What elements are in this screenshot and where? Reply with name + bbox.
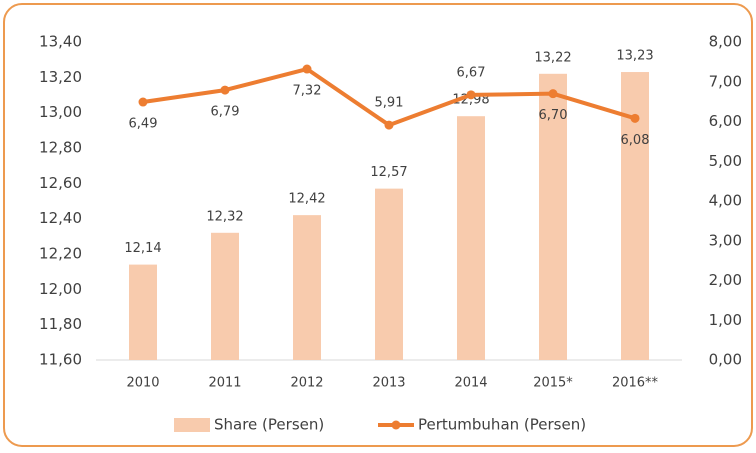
y2-tick-label: 6,00	[709, 112, 742, 130]
x-tick-label: 2012	[290, 376, 323, 391]
y-tick-label: 13,40	[39, 33, 82, 51]
legend-label: Share (Persen)	[214, 416, 324, 434]
data-label: 6,49	[129, 117, 158, 132]
bar	[129, 264, 157, 360]
x-tick-label: 2016**	[612, 376, 659, 391]
y2-tick-label: 0,00	[709, 351, 742, 369]
data-label: 5,91	[375, 96, 404, 111]
y2-tick-label: 4,00	[709, 192, 742, 210]
y2-tick-label: 8,00	[709, 33, 742, 51]
x-tick-label: 2010	[126, 376, 159, 391]
line-marker	[138, 97, 148, 107]
y-tick-label: 12,40	[39, 209, 82, 227]
y2-tick-label: 7,00	[709, 72, 742, 90]
data-label: 6,08	[621, 133, 650, 148]
y-tick-label: 12,00	[39, 280, 82, 298]
bar	[293, 215, 321, 360]
x-tick-label: 2015*	[533, 376, 573, 391]
bar	[375, 188, 403, 360]
y2-tick-label: 1,00	[709, 311, 742, 329]
data-label: 12,42	[288, 192, 325, 207]
bar	[457, 116, 485, 360]
line-marker	[384, 120, 394, 130]
line-marker	[220, 85, 230, 95]
bar	[539, 73, 567, 361]
x-tick-label: 2013	[372, 376, 405, 391]
legend-label: Pertumbuhan (Persen)	[418, 416, 586, 434]
line-marker	[466, 90, 476, 100]
legend-swatch	[174, 418, 210, 432]
data-label: 7,32	[293, 84, 322, 99]
y-tick-label: 11,60	[39, 351, 82, 369]
legend-marker	[391, 420, 401, 430]
data-label: 6,67	[457, 65, 486, 80]
line-marker	[302, 64, 312, 74]
y-tick-label: 11,80	[39, 315, 82, 333]
y2-tick-label: 3,00	[709, 231, 742, 249]
data-label: 12,14	[124, 241, 161, 256]
line-marker	[548, 89, 558, 99]
data-label: 6,70	[539, 108, 568, 123]
data-label: 6,79	[211, 105, 240, 120]
line-marker	[630, 113, 640, 123]
data-label: 13,23	[616, 49, 653, 64]
x-tick-label: 2011	[208, 376, 241, 391]
y-tick-label: 12,80	[39, 139, 82, 157]
bar	[211, 232, 239, 360]
y-tick-label: 13,20	[39, 68, 82, 86]
y2-tick-label: 2,00	[709, 271, 742, 289]
y-tick-label: 12,20	[39, 245, 82, 263]
data-label: 12,32	[206, 209, 243, 224]
data-label: 12,57	[370, 165, 407, 180]
data-label: 13,22	[534, 50, 571, 65]
y-tick-label: 13,00	[39, 103, 82, 121]
x-tick-label: 2014	[454, 376, 487, 391]
y2-tick-label: 5,00	[709, 152, 742, 170]
y-tick-label: 12,60	[39, 174, 82, 192]
